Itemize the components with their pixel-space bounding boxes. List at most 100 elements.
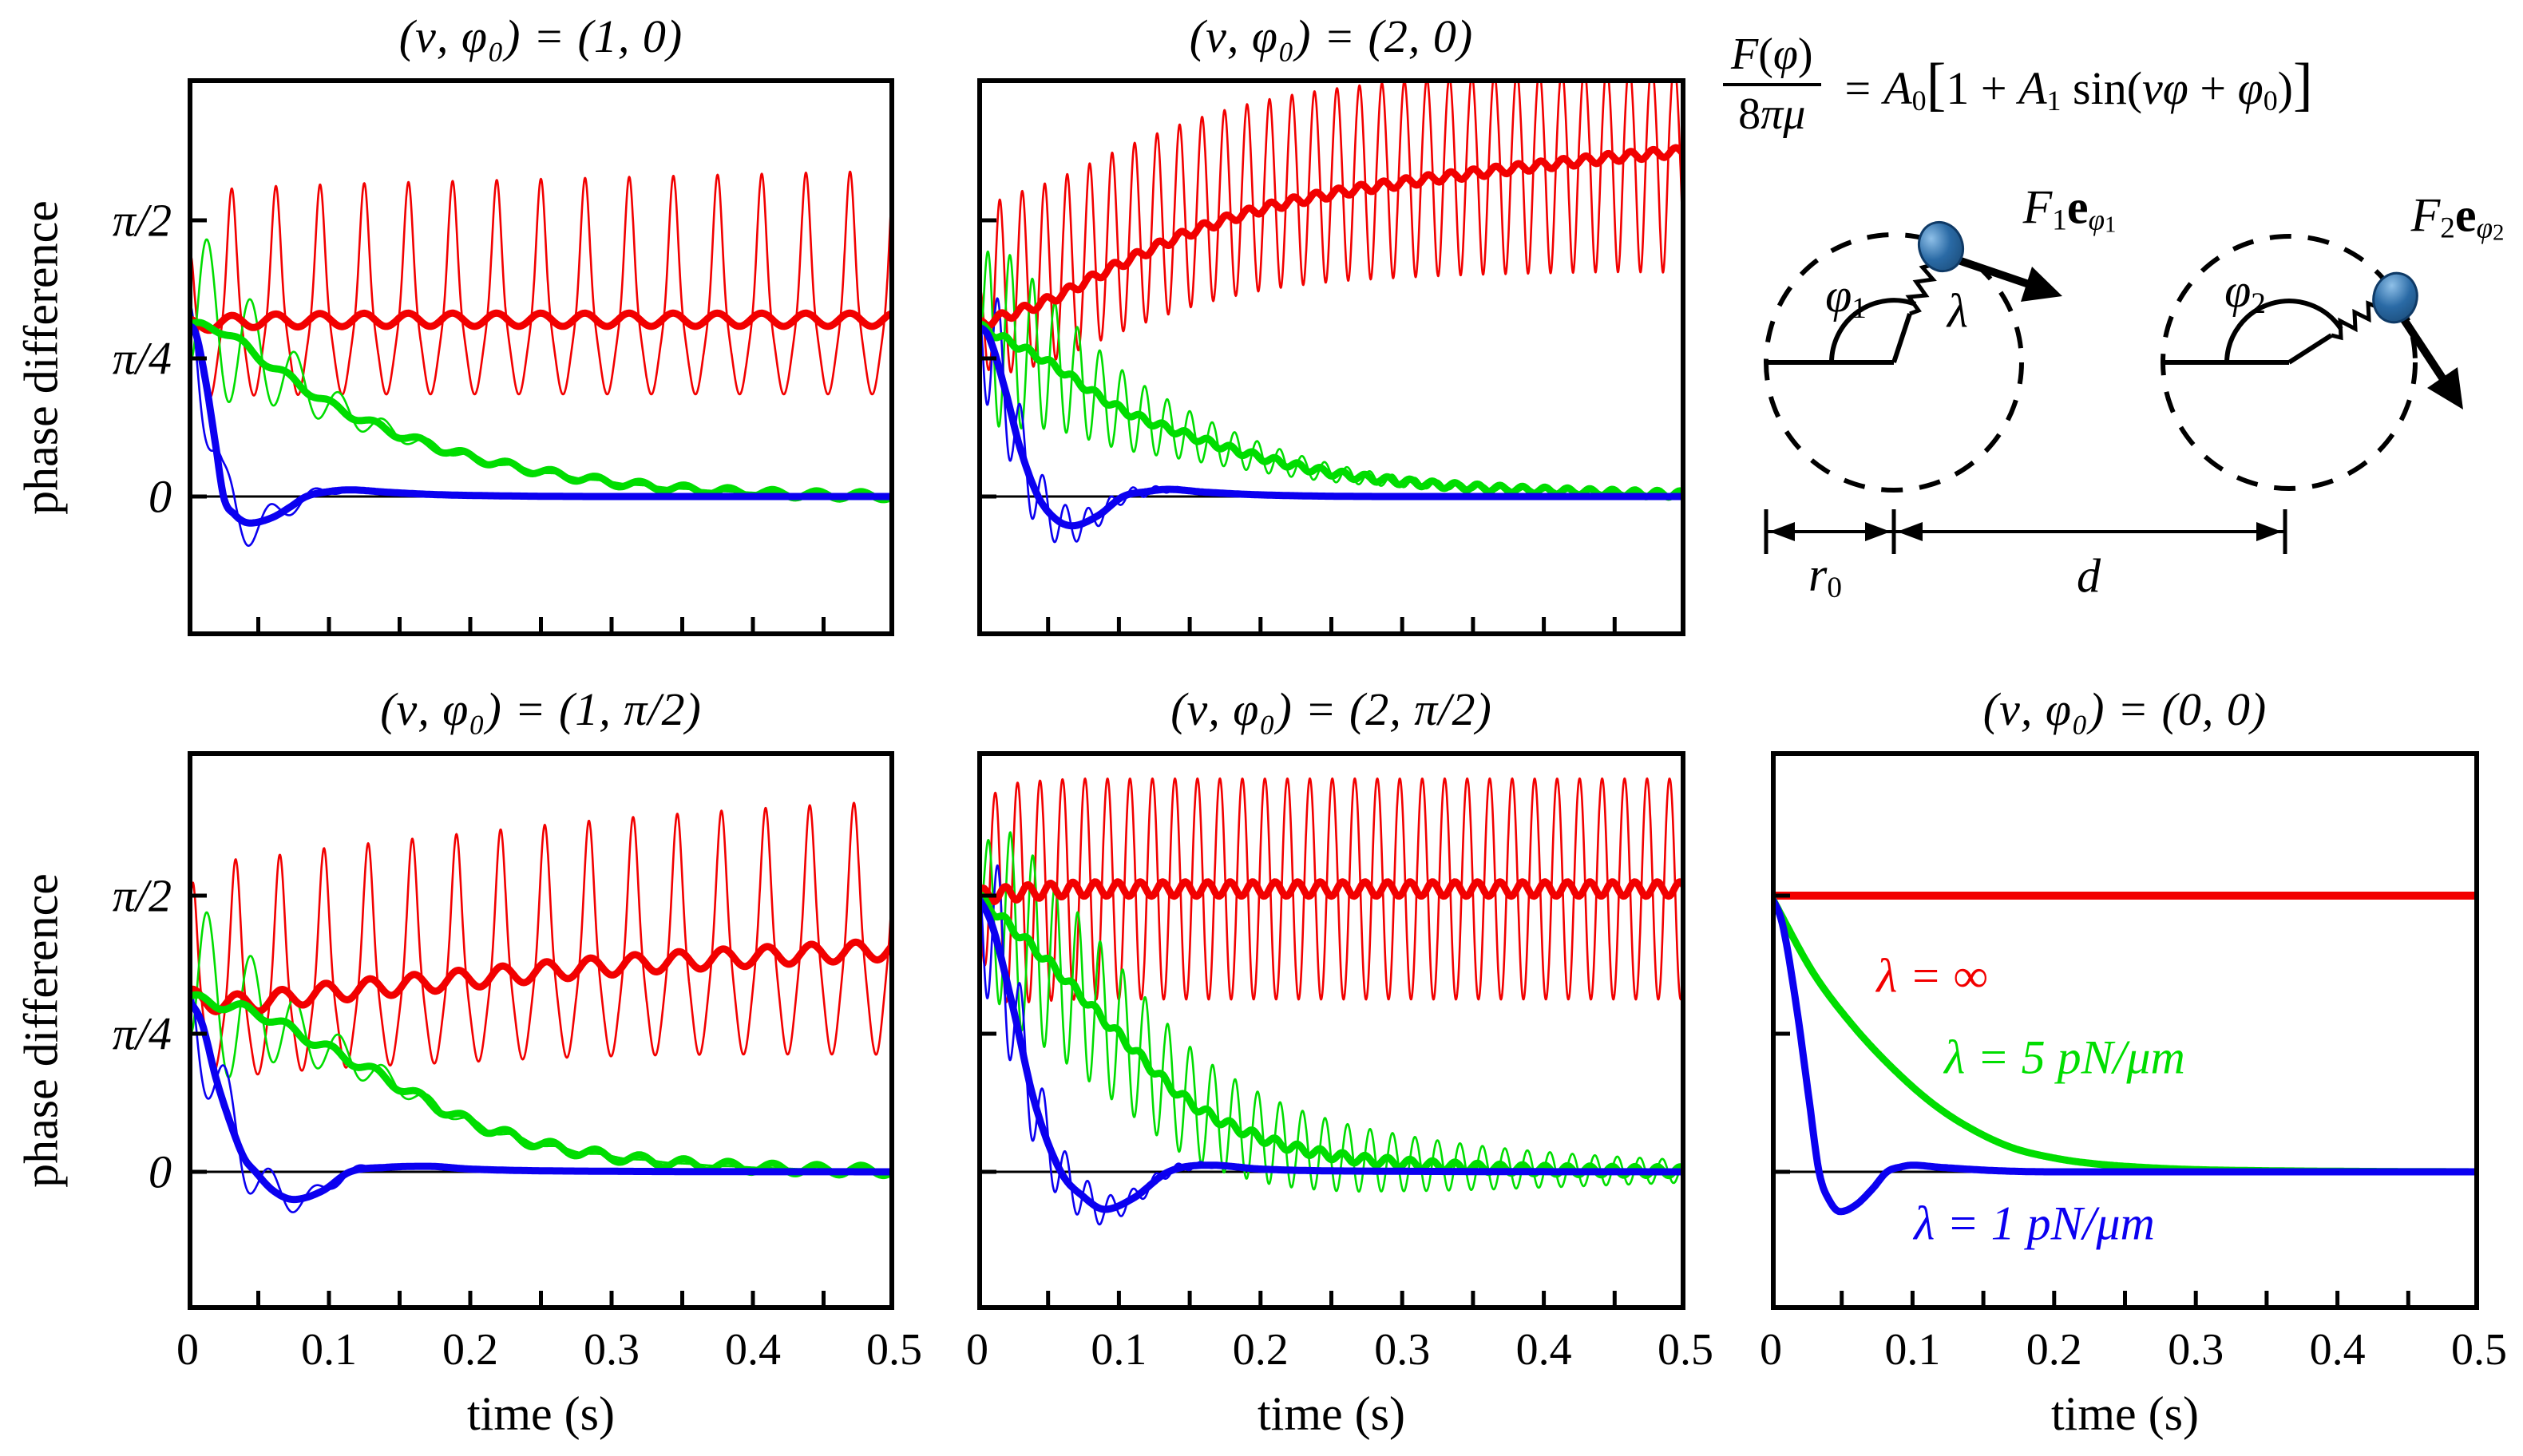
- panel-title-3: (ν, φ₀) = (2, π/2): [1170, 683, 1492, 735]
- math-token: λ: [1947, 284, 1968, 338]
- x-axis-label: time (s): [2051, 1387, 2199, 1440]
- math-token: 1 +: [1946, 61, 2019, 114]
- series-grn_thin: [188, 911, 894, 1172]
- d-arrowhead-left: [1897, 522, 1923, 541]
- math-token: A: [2018, 61, 2047, 114]
- math-token: φ: [2224, 263, 2252, 317]
- series-red_thin: [977, 78, 1685, 374]
- formula-numerator: F(φ): [1723, 31, 1821, 78]
- math-token: φ: [1825, 268, 1852, 322]
- math-token: 2: [2493, 220, 2505, 246]
- math-token: d: [2077, 549, 2101, 603]
- y-tick-label: π/2: [112, 869, 172, 922]
- y-tick-label: 0: [149, 1145, 172, 1198]
- series-blu_avg: [977, 892, 1685, 1213]
- math-token: ): [2277, 61, 2293, 114]
- r0-arrowhead-left: [1769, 522, 1795, 541]
- math-token: F: [2022, 180, 2053, 234]
- schematic-label-distance: d: [2077, 549, 2101, 604]
- math-token: F: [2410, 188, 2441, 242]
- math-token: 1: [2052, 204, 2067, 237]
- y-tick-label: π/2: [112, 194, 172, 247]
- panel-border: [977, 751, 1685, 1310]
- x-tick-label: 0: [1760, 1325, 1782, 1375]
- angle-arc-phi2: [2224, 299, 2343, 363]
- chart-panel-0: [188, 78, 894, 636]
- x-tick-label: 0.4: [2309, 1325, 2366, 1375]
- force-arrowhead-left: [2021, 267, 2062, 302]
- x-tick-label: 0.4: [1515, 1325, 1572, 1375]
- series-red_thin: [188, 801, 894, 1076]
- y-axis-label: phase difference: [14, 873, 68, 1188]
- force-arrow-line-right: [2398, 314, 2449, 384]
- math-token: φ: [2476, 212, 2493, 245]
- series-red_avg: [977, 144, 1685, 330]
- axis-ticks: [188, 893, 894, 1310]
- series-blu_avg: [188, 994, 894, 1204]
- series-blu_thin: [188, 304, 894, 547]
- x-tick-label: 0.2: [2026, 1325, 2082, 1375]
- chart-panel-1: [977, 78, 1685, 636]
- math-token: 2: [2440, 212, 2455, 245]
- y-tick-label: π/4: [112, 332, 172, 385]
- y-tick-label: π/4: [112, 1007, 172, 1060]
- math-token: φ: [2088, 204, 2105, 237]
- series-grn_avg: [188, 318, 894, 504]
- r0-arrowhead-right: [1865, 522, 1891, 541]
- panel-border: [188, 78, 894, 636]
- series-red_avg: [977, 878, 1685, 906]
- legend-item-1: λ = 5 pN/μm: [1944, 1031, 2185, 1084]
- schematic-label-radius: r0: [1808, 548, 1842, 605]
- math-token: μ: [1783, 89, 1806, 139]
- math-token: ν: [2142, 61, 2163, 114]
- formula: F(φ) 8πμ = A0[1 + A1 sin(νφ + φ0)]: [1723, 13, 2521, 156]
- fraction-bar: [1723, 83, 1821, 86]
- math-token: e: [2066, 180, 2089, 234]
- schematic-label-angle1: φ1: [1825, 268, 1867, 326]
- math-token: +: [2188, 61, 2238, 114]
- math-token: φ: [2162, 61, 2188, 114]
- schematic-label-angle2: φ2: [2224, 263, 2266, 321]
- formula-fraction: F(φ) 8πμ: [1723, 31, 1821, 138]
- x-tick-label: 0.4: [725, 1325, 781, 1375]
- series-red_thin: [977, 777, 1685, 1003]
- math-token: e: [2454, 188, 2477, 242]
- x-tick-label: 0.2: [442, 1325, 498, 1375]
- schematic-label-force2: F2eφ2: [2411, 188, 2505, 247]
- bead-right: [2372, 271, 2418, 324]
- x-tick-label: 0.5: [1658, 1325, 1713, 1375]
- schematic-label-force1: F1eφ1: [2023, 180, 2117, 239]
- series-grn_avg: [977, 320, 1685, 501]
- x-axis-label: time (s): [467, 1387, 615, 1440]
- math-token: 2: [2251, 287, 2266, 321]
- panel-title-0: (ν, φ₀) = (1, 0): [398, 10, 683, 62]
- panel-border: [977, 78, 1685, 636]
- math-token: r: [1808, 548, 1828, 601]
- series-blu_avg: [1771, 892, 2479, 1216]
- math-token: 0: [2263, 84, 2278, 117]
- rotor-arm-left: [1891, 313, 1912, 363]
- series-grn_thin: [188, 238, 894, 497]
- x-tick-label: 0.3: [2168, 1325, 2224, 1375]
- series-grn_avg: [188, 991, 894, 1180]
- x-tick-label: 0: [176, 1325, 199, 1375]
- math-token: φ: [1772, 30, 1798, 80]
- math-token: 0: [1911, 84, 1927, 117]
- axis-ticks: [188, 218, 894, 636]
- panel-border: [188, 751, 894, 1310]
- axis-ticks: [977, 893, 1685, 1310]
- force-arrow-line-left: [1952, 255, 2030, 288]
- rotor-arm-right: [2287, 333, 2333, 365]
- math-token: sin(: [2061, 61, 2143, 114]
- panel-title-1: (ν, φ₀) = (2, 0): [1189, 10, 1474, 62]
- math-token: 8: [1738, 89, 1761, 139]
- bead-left: [1918, 220, 1964, 273]
- series-red_avg: [188, 938, 894, 1015]
- x-tick-label: 0: [966, 1325, 988, 1375]
- math-token: φ: [2237, 61, 2264, 114]
- math-token: 1: [2105, 212, 2117, 238]
- series-grn_avg: [977, 891, 1685, 1180]
- series-blu_avg: [188, 322, 894, 527]
- x-tick-label: 0.2: [1232, 1325, 1289, 1375]
